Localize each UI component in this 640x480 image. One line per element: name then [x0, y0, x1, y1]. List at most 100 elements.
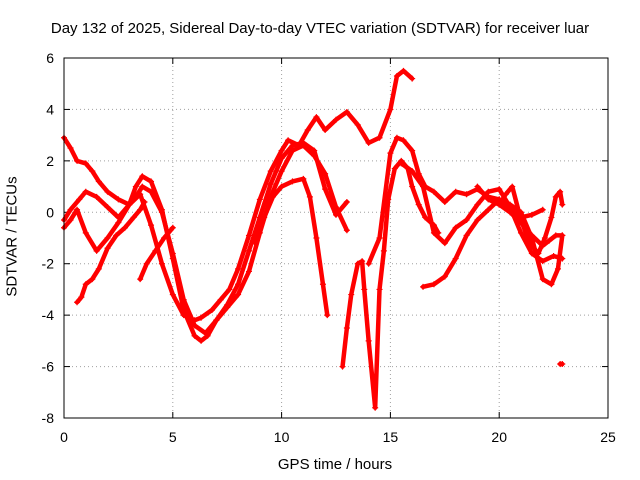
data-point: [235, 291, 242, 298]
data-point: [409, 168, 416, 175]
data-point: [319, 281, 326, 288]
data-point: [74, 206, 81, 213]
data-point: [452, 224, 459, 231]
data-point: [126, 201, 133, 208]
data-point: [452, 255, 459, 262]
series-track-13: [557, 361, 566, 367]
series-track-2: [61, 134, 350, 337]
data-point: [343, 109, 350, 115]
data-point: [400, 67, 407, 74]
data-point: [93, 193, 100, 200]
data-point: [333, 116, 339, 123]
x-tick-label: 15: [383, 429, 399, 445]
data-point: [422, 214, 429, 221]
data-point: [415, 201, 422, 208]
data-point: [539, 258, 546, 265]
data-point: [269, 193, 276, 200]
data-point: [143, 260, 150, 267]
data-point: [158, 206, 165, 213]
data-point: [348, 291, 355, 298]
data-point: [224, 304, 231, 311]
chart-title: Day 132 of 2025, Sidereal Day-to-day VTE…: [50, 20, 590, 37]
data-point: [496, 186, 503, 193]
data-point: [115, 196, 122, 203]
plot-frame: [63, 57, 609, 419]
data-point: [559, 201, 566, 208]
data-point: [409, 183, 416, 190]
data-point: [306, 193, 313, 200]
data-point: [245, 232, 252, 239]
data-point: [393, 134, 400, 141]
y-tick-label: -6: [42, 359, 55, 375]
data-point: [208, 307, 215, 313]
y-axis-label: SDTVAR / TECUs: [3, 176, 21, 297]
data-point: [400, 137, 407, 144]
data-point: [393, 73, 400, 79]
data-point: [82, 160, 89, 167]
data-point: [528, 211, 535, 218]
data-point: [313, 235, 320, 241]
data-point: [95, 265, 102, 272]
data-point: [452, 188, 459, 195]
series-track-3: [61, 142, 350, 344]
y-tick-label: 0: [46, 204, 54, 220]
data-point: [354, 260, 361, 267]
data-point: [463, 232, 470, 239]
data-point: [517, 229, 524, 236]
data-point: [463, 191, 470, 198]
data-point: [528, 232, 535, 239]
data-point: [67, 206, 74, 213]
data-point: [104, 204, 111, 211]
x-tick-label: 0: [60, 429, 68, 445]
data-point: [554, 265, 561, 272]
series-line: [61, 135, 350, 336]
data-point: [354, 121, 361, 128]
data-point: [78, 294, 85, 301]
data-point: [235, 265, 242, 272]
data-point: [361, 286, 368, 293]
data-point: [343, 227, 350, 234]
data-point: [289, 147, 296, 154]
data-point: [559, 232, 566, 239]
data-point: [359, 258, 366, 265]
data-point: [74, 299, 81, 306]
data-point: [152, 247, 159, 254]
data-point: [139, 173, 146, 180]
data-point: [539, 276, 546, 283]
data-point: [507, 201, 514, 208]
data-point: [148, 178, 155, 185]
data-point: [198, 337, 205, 344]
data-point: [113, 232, 120, 239]
data-point: [333, 204, 339, 211]
y-tick-label: -4: [42, 307, 55, 323]
data-point: [376, 286, 383, 293]
data-point: [343, 325, 350, 331]
data-point: [507, 209, 514, 216]
data-point: [474, 201, 481, 208]
data-point: [376, 134, 383, 141]
data-point: [256, 196, 263, 203]
x-tick-label: 25: [600, 429, 616, 445]
data-point: [132, 183, 139, 190]
data-point: [550, 253, 557, 259]
data-point: [180, 307, 187, 313]
data-point: [204, 332, 211, 339]
data-point: [391, 165, 398, 172]
data-point: [387, 150, 394, 157]
series-track-4: [74, 199, 148, 306]
data-point: [409, 147, 416, 154]
data-point: [474, 183, 481, 190]
data-point: [169, 255, 176, 262]
y-tick-label: 2: [46, 153, 54, 169]
data-point: [104, 245, 111, 252]
data-point: [365, 139, 372, 146]
data-point: [300, 142, 307, 149]
data-point: [148, 222, 155, 229]
data-point: [278, 147, 285, 154]
data-point: [198, 314, 205, 321]
data-point: [67, 217, 74, 223]
data-point: [343, 199, 350, 205]
data-point: [546, 237, 553, 244]
data-point: [76, 196, 83, 203]
data-point: [420, 183, 427, 190]
